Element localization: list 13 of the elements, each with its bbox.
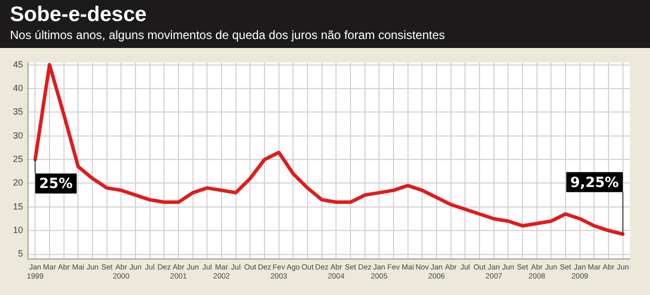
data-label: 25% <box>39 176 73 192</box>
y-tick-label: 25 <box>12 154 24 164</box>
y-tick-label: 20 <box>12 178 24 188</box>
y-tick-label: 45 <box>12 59 24 70</box>
y-tick-label: 10 <box>12 225 24 236</box>
y-tick-label: 30 <box>12 130 24 140</box>
chart-title: Sobe-e-desce <box>10 3 148 27</box>
chart-subtitle: Nos últimos anos, alguns movimentos de queda dos juros não foram consistentes <box>10 27 446 43</box>
y-tick-label: 35 <box>12 106 24 117</box>
data-label: 9,25% <box>570 174 619 191</box>
y-tick-label: 5 <box>18 248 24 259</box>
y-tick-label: 40 <box>12 82 24 93</box>
y-tick-label: 15 <box>12 201 24 212</box>
